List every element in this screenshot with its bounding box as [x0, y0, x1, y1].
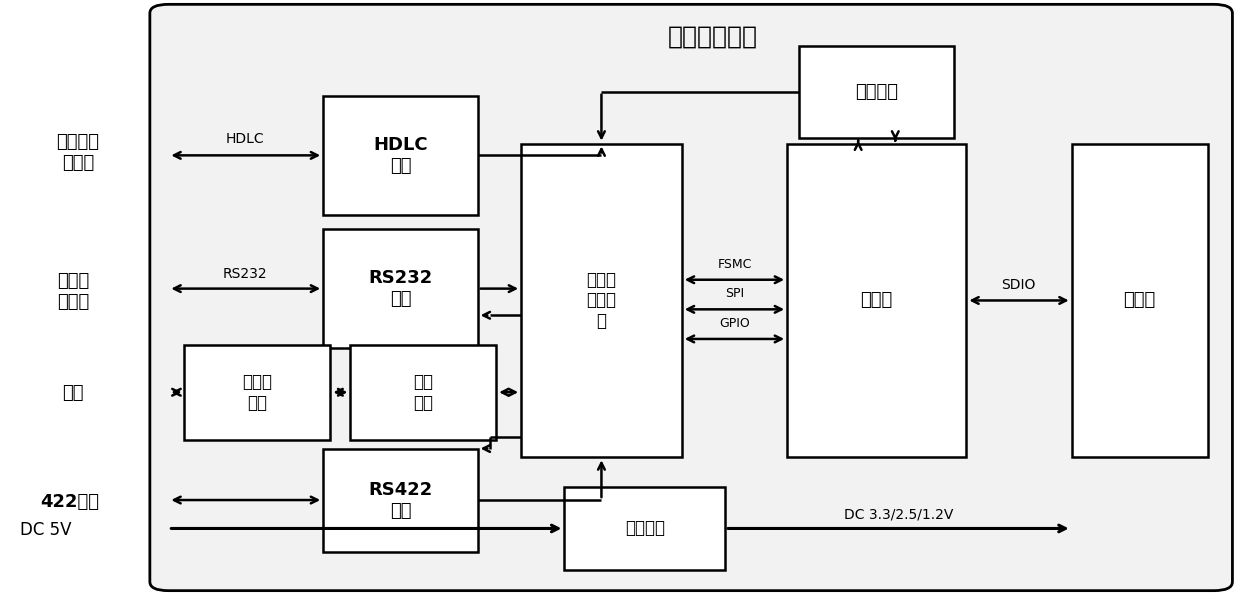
Text: 数据管理
计算机: 数据管理 计算机: [57, 133, 99, 172]
Text: 可编程
控制逻
辑: 可编程 控制逻 辑: [587, 271, 616, 330]
Text: DC 3.3/2.5/1.2V: DC 3.3/2.5/1.2V: [843, 508, 954, 521]
Text: RS232
接口: RS232 接口: [368, 269, 433, 308]
Text: DC 5V: DC 5V: [20, 521, 72, 539]
Text: HDLC: HDLC: [226, 133, 264, 146]
Text: FSMC: FSMC: [717, 258, 751, 271]
Text: HDLC
接口: HDLC 接口: [373, 136, 428, 175]
Text: 网络变
压器: 网络变 压器: [243, 373, 273, 412]
FancyBboxPatch shape: [564, 487, 725, 570]
FancyBboxPatch shape: [350, 345, 496, 440]
Text: SDIO: SDIO: [1001, 278, 1035, 292]
FancyBboxPatch shape: [324, 230, 477, 348]
FancyBboxPatch shape: [521, 143, 682, 458]
Text: RS422
接口: RS422 接口: [368, 481, 433, 520]
FancyBboxPatch shape: [324, 449, 477, 552]
Text: SPI: SPI: [725, 287, 744, 300]
FancyBboxPatch shape: [150, 4, 1233, 591]
FancyBboxPatch shape: [787, 143, 966, 458]
FancyBboxPatch shape: [185, 345, 331, 440]
Text: 配置电路: 配置电路: [856, 83, 898, 101]
Text: GPIO: GPIO: [719, 317, 750, 330]
Text: 网口: 网口: [62, 384, 84, 402]
Text: 422接口: 422接口: [40, 493, 99, 511]
Text: 电源转换: 电源转换: [625, 519, 665, 537]
Text: RS232: RS232: [223, 267, 268, 281]
Text: 网络
接口: 网络 接口: [413, 373, 433, 412]
Text: 数据记录模块: 数据记录模块: [668, 25, 758, 49]
Text: 离机控
制组件: 离机控 制组件: [57, 272, 89, 311]
FancyBboxPatch shape: [1071, 143, 1208, 458]
Text: 控制器: 控制器: [861, 292, 893, 309]
FancyBboxPatch shape: [800, 46, 954, 137]
Text: 存储器: 存储器: [1123, 292, 1156, 309]
FancyBboxPatch shape: [324, 96, 477, 215]
